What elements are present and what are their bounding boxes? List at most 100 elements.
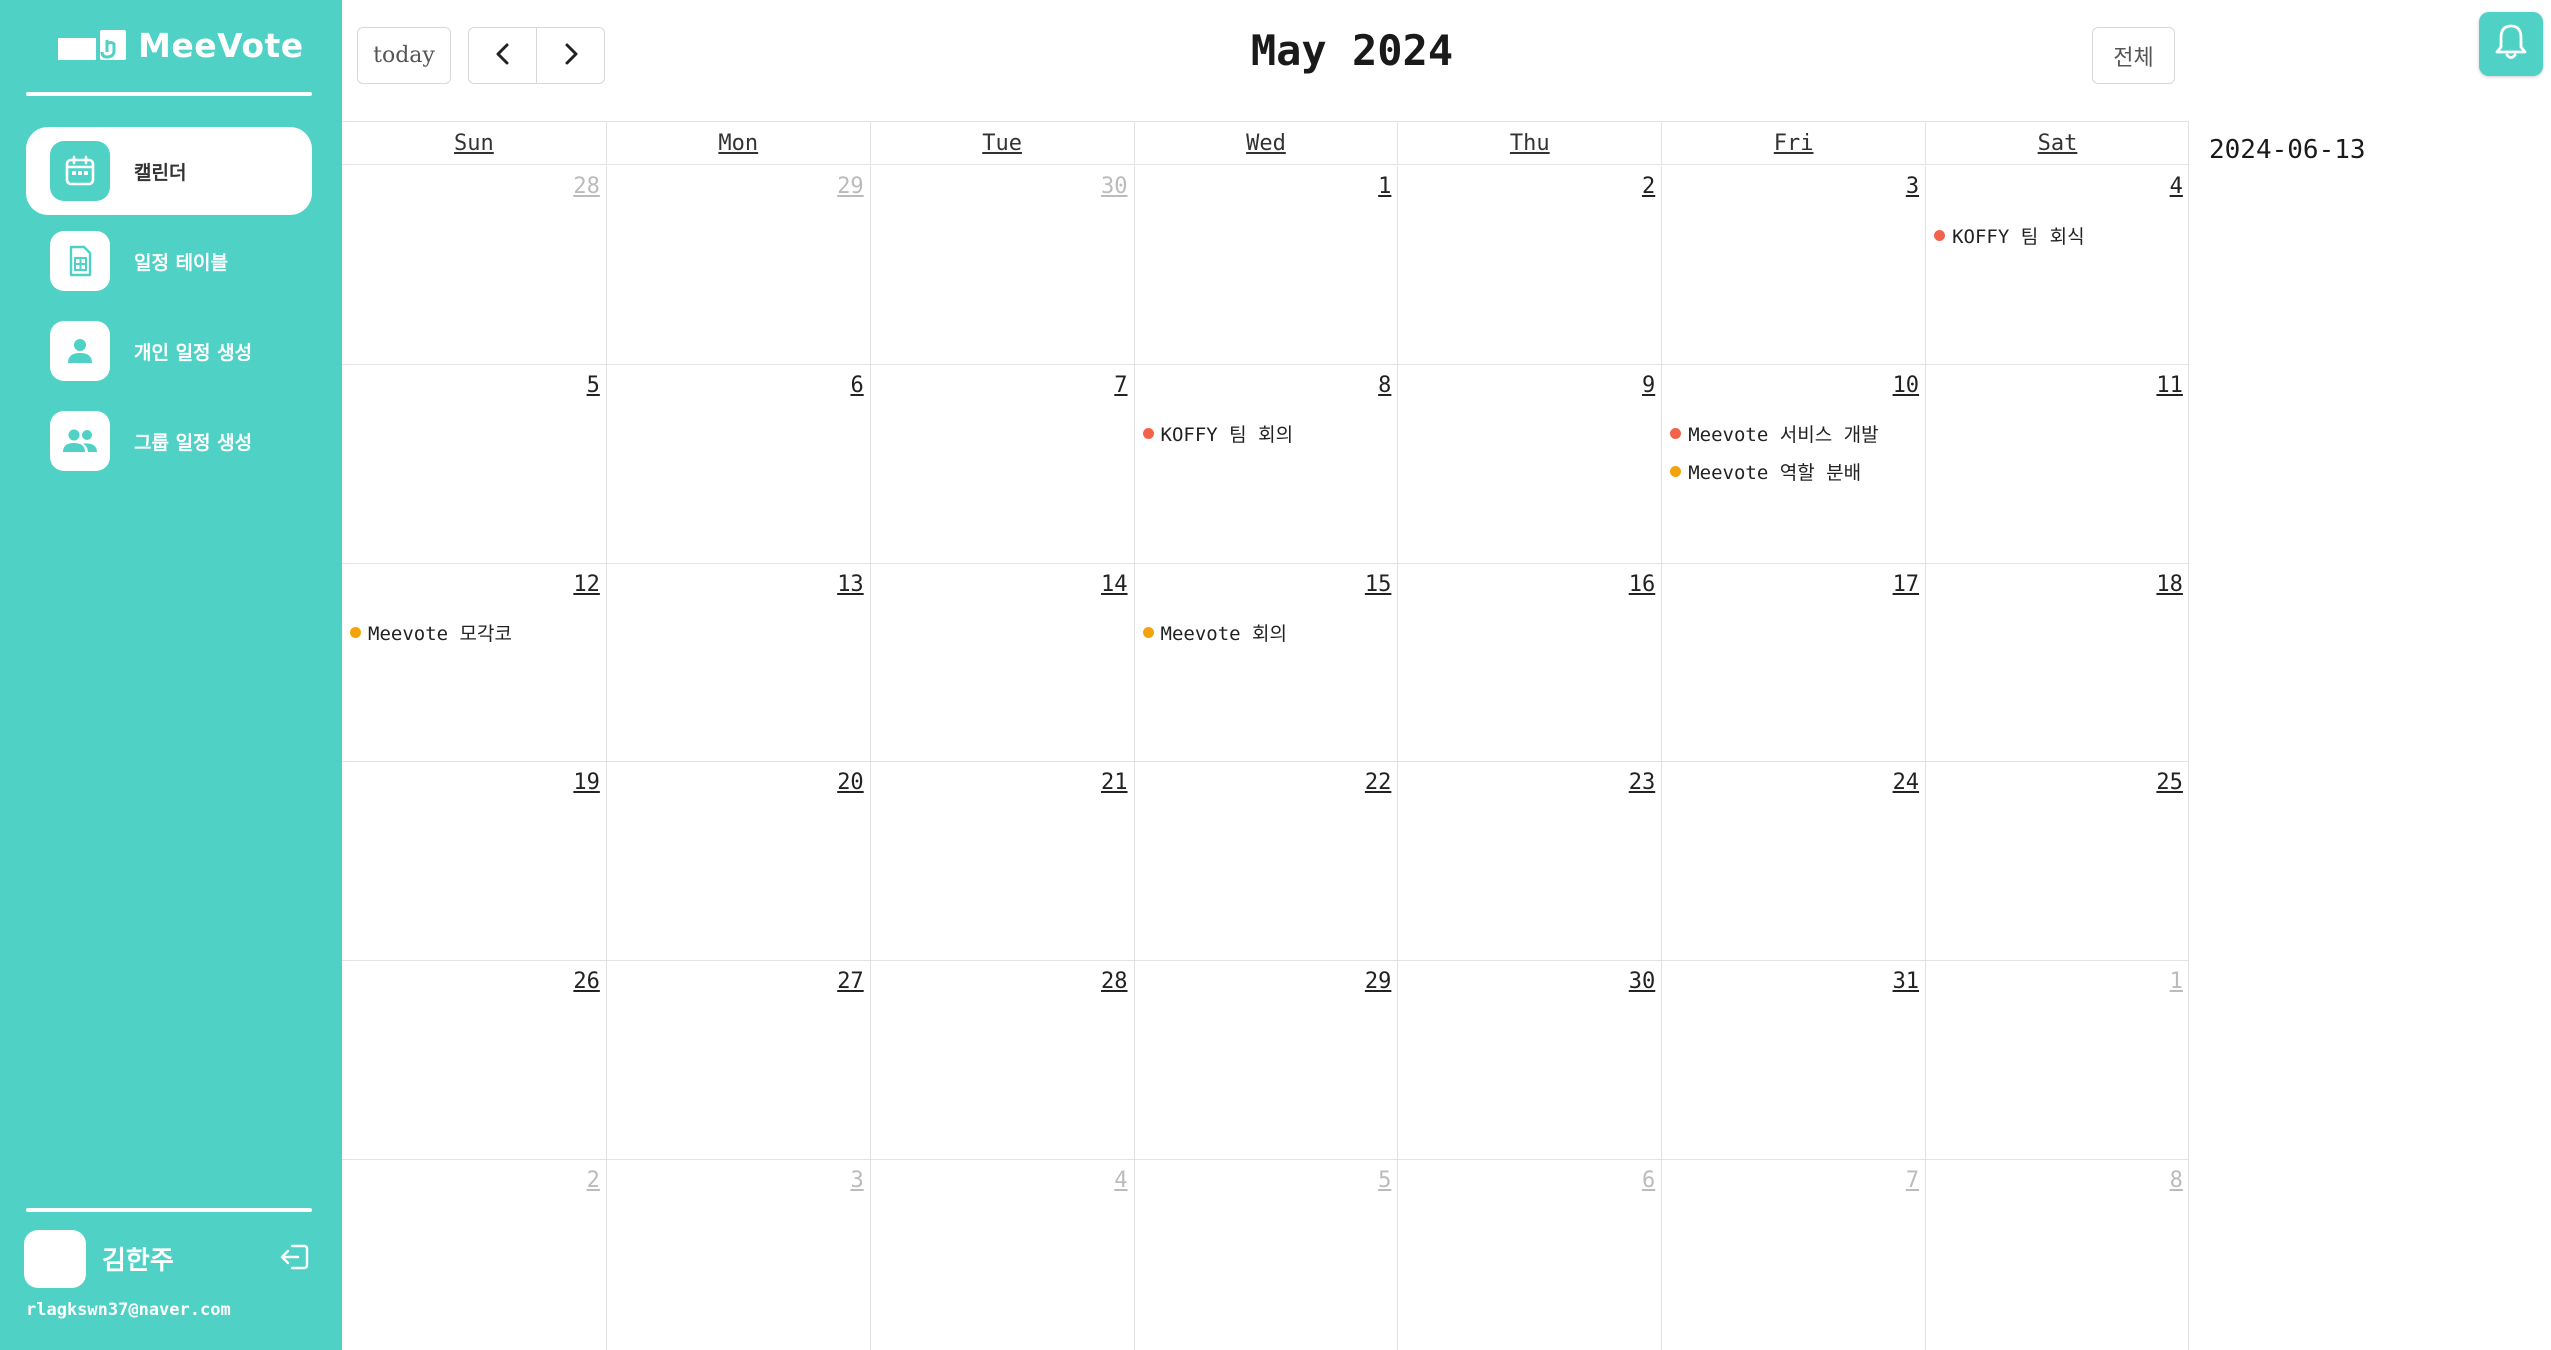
dow-fri[interactable]: Fri bbox=[1661, 122, 1925, 165]
dow-mon[interactable]: Mon bbox=[605, 122, 870, 165]
calendar-day-cell[interactable]: 2 bbox=[342, 1160, 606, 1350]
dow-thu[interactable]: Thu bbox=[1397, 122, 1661, 165]
calendar-day-cell[interactable]: 24 bbox=[1661, 762, 1925, 961]
day-number[interactable]: 28 bbox=[573, 174, 600, 199]
calendar-day-cell[interactable]: 14 bbox=[869, 563, 1134, 762]
day-number[interactable]: 26 bbox=[573, 969, 600, 995]
sidebar-item-personal-create[interactable]: 개인 일정 생성 bbox=[26, 307, 312, 395]
day-number[interactable]: 3 bbox=[850, 1167, 864, 1193]
calendar-day-cell[interactable]: 21 bbox=[869, 762, 1134, 961]
calendar-day-cell[interactable]: 10 Meevote 서비스 개발 Meevote 역할 분배 bbox=[1661, 364, 1925, 563]
day-number[interactable]: 21 bbox=[1101, 770, 1128, 796]
day-number[interactable]: 1 bbox=[1378, 174, 1392, 199]
day-number[interactable]: 28 bbox=[1101, 969, 1128, 995]
day-number[interactable]: 29 bbox=[1364, 969, 1392, 995]
day-number[interactable]: 17 bbox=[1892, 571, 1920, 597]
calendar-day-cell[interactable]: 7 bbox=[1661, 1159, 1925, 1350]
day-number[interactable]: 2 bbox=[1641, 174, 1656, 199]
day-number[interactable]: 31 bbox=[1892, 969, 1920, 995]
day-number[interactable]: 22 bbox=[1364, 770, 1392, 796]
dow-tue[interactable]: Tue bbox=[869, 122, 1134, 165]
calendar-day-cell[interactable]: 6 bbox=[605, 364, 870, 563]
avatar[interactable] bbox=[24, 1230, 86, 1288]
day-number[interactable]: 13 bbox=[837, 571, 864, 597]
calendar-day-cell[interactable]: 3 bbox=[605, 1159, 870, 1350]
day-number[interactable]: 27 bbox=[837, 969, 864, 995]
sidebar-item-group-create[interactable]: 그룹 일정 생성 bbox=[26, 397, 312, 485]
calendar-day-cell[interactable]: 19 bbox=[342, 762, 606, 960]
calendar-day-cell[interactable]: 4 KOFFY 팀 회식 bbox=[1925, 166, 2189, 364]
logout-icon[interactable] bbox=[278, 1242, 312, 1272]
day-number[interactable]: 30 bbox=[1628, 969, 1656, 995]
today-button[interactable]: today bbox=[357, 27, 451, 84]
day-number[interactable]: 10 bbox=[1892, 372, 1920, 398]
day-number[interactable]: 2 bbox=[586, 1167, 600, 1193]
calendar-day-cell[interactable]: 9 bbox=[1397, 364, 1661, 563]
calendar-day-cell[interactable]: 3 bbox=[1661, 166, 1925, 364]
calendar-event[interactable]: Meevote 모각코 bbox=[350, 614, 602, 652]
calendar-day-cell[interactable]: 28 bbox=[342, 166, 606, 364]
day-number[interactable]: 18 bbox=[2156, 571, 2183, 597]
day-number[interactable]: 8 bbox=[2169, 1167, 2183, 1193]
prev-month-button[interactable] bbox=[468, 27, 537, 84]
calendar-day-cell[interactable]: 17 bbox=[1661, 563, 1925, 762]
day-number[interactable]: 20 bbox=[837, 770, 864, 796]
day-number[interactable]: 5 bbox=[1378, 1167, 1392, 1193]
day-number[interactable]: 6 bbox=[850, 372, 864, 398]
day-number[interactable]: 14 bbox=[1101, 571, 1128, 597]
filter-all-button[interactable]: 전체 bbox=[2092, 27, 2175, 84]
dow-sat[interactable]: Sat bbox=[1925, 122, 2189, 165]
day-number[interactable]: 1 bbox=[2169, 969, 2183, 995]
calendar-day-cell[interactable]: 30 bbox=[869, 166, 1134, 364]
sidebar-item-calendar[interactable]: 캘린더 bbox=[26, 127, 312, 215]
calendar-day-cell[interactable]: 31 bbox=[1661, 961, 1925, 1159]
day-number[interactable]: 6 bbox=[1641, 1167, 1656, 1193]
calendar-day-cell[interactable]: 5 bbox=[1133, 1159, 1398, 1350]
day-number[interactable]: 4 bbox=[1114, 1167, 1128, 1193]
sidebar-item-schedule-table[interactable]: 일정 테이블 bbox=[26, 217, 312, 305]
calendar-day-cell[interactable]: 5 bbox=[342, 365, 606, 563]
day-number[interactable]: 4 bbox=[2169, 174, 2183, 199]
day-number[interactable]: 29 bbox=[837, 174, 864, 199]
day-number[interactable]: 11 bbox=[2156, 372, 2183, 398]
day-number[interactable]: 30 bbox=[1101, 174, 1128, 199]
calendar-day-cell[interactable]: 6 bbox=[1397, 1159, 1661, 1350]
day-number[interactable]: 16 bbox=[1628, 571, 1656, 597]
day-number[interactable]: 15 bbox=[1364, 571, 1392, 597]
day-number[interactable]: 7 bbox=[1114, 372, 1128, 398]
calendar-event[interactable]: Meevote 서비스 개발 bbox=[1670, 415, 1921, 453]
calendar-day-cell[interactable]: 4 bbox=[869, 1159, 1134, 1350]
day-number[interactable]: 12 bbox=[573, 571, 600, 597]
calendar-day-cell[interactable]: 8 bbox=[1925, 1159, 2189, 1350]
day-number[interactable]: 19 bbox=[573, 770, 600, 796]
calendar-day-cell[interactable]: 25 bbox=[1925, 762, 2189, 961]
calendar-day-cell[interactable]: 20 bbox=[605, 762, 870, 961]
calendar-day-cell[interactable]: 16 bbox=[1397, 563, 1661, 762]
calendar-day-cell[interactable]: 7 bbox=[869, 364, 1134, 563]
calendar-day-cell[interactable]: 26 bbox=[342, 961, 606, 1159]
calendar-day-cell[interactable]: 28 bbox=[869, 961, 1134, 1159]
calendar-day-cell[interactable]: 15 Meevote 회의 bbox=[1133, 563, 1398, 762]
calendar-day-cell[interactable]: 29 bbox=[1133, 961, 1398, 1159]
calendar-day-cell[interactable]: 30 bbox=[1397, 961, 1661, 1159]
calendar-day-cell[interactable]: 1 bbox=[1133, 166, 1398, 364]
calendar-day-cell[interactable]: 2 bbox=[1397, 166, 1661, 364]
next-month-button[interactable] bbox=[536, 27, 605, 84]
day-number[interactable]: 9 bbox=[1641, 372, 1656, 398]
calendar-day-cell[interactable]: 18 bbox=[1925, 563, 2189, 762]
calendar-event[interactable]: Meevote 회의 bbox=[1142, 614, 1394, 652]
calendar-event[interactable]: KOFFY 팀 회식 bbox=[1934, 216, 2185, 254]
calendar-day-cell[interactable]: 8 KOFFY 팀 회의 bbox=[1133, 364, 1398, 563]
day-number[interactable]: 25 bbox=[2156, 770, 2183, 796]
notification-button[interactable] bbox=[2479, 12, 2543, 76]
dow-sun[interactable]: Sun bbox=[454, 131, 494, 156]
calendar-event[interactable]: Meevote 역할 분배 bbox=[1670, 453, 1921, 491]
day-number[interactable]: 24 bbox=[1892, 770, 1920, 796]
day-number[interactable]: 5 bbox=[586, 372, 600, 398]
day-number[interactable]: 8 bbox=[1378, 372, 1392, 398]
calendar-day-cell[interactable]: 1 bbox=[1925, 961, 2189, 1159]
day-number[interactable]: 7 bbox=[1905, 1167, 1920, 1193]
calendar-day-cell[interactable]: 13 bbox=[605, 563, 870, 762]
day-number[interactable]: 23 bbox=[1628, 770, 1656, 796]
calendar-day-cell[interactable]: 11 bbox=[1925, 364, 2189, 563]
